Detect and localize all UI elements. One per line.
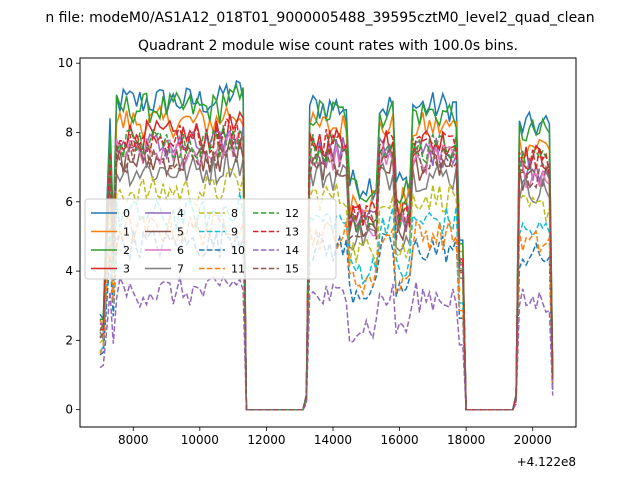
legend-label-12: 12 (285, 207, 299, 220)
legend-label-9: 9 (231, 226, 238, 239)
y-tick-label: 4 (65, 264, 73, 278)
x-offset-label: +4.122e8 (517, 455, 576, 469)
x-tick-label: 16000 (380, 433, 418, 447)
legend-label-15: 15 (285, 263, 299, 276)
chart-suptitle: n file: modeM0/AS1A12_018T01_9000005488_… (45, 10, 594, 26)
x-tick-label: 12000 (247, 433, 285, 447)
y-tick-label: 6 (65, 195, 73, 209)
legend-label-3: 3 (123, 263, 130, 276)
legend-label-6: 6 (177, 244, 184, 257)
y-tick-label: 0 (65, 403, 73, 417)
legend-label-8: 8 (231, 207, 238, 220)
legend-label-4: 4 (177, 207, 184, 220)
legend-label-0: 0 (123, 207, 130, 220)
legend-label-1: 1 (123, 226, 130, 239)
y-tick-label: 8 (65, 125, 73, 139)
x-tick-label: 8000 (118, 433, 149, 447)
x-tick-label: 10000 (181, 433, 219, 447)
axes-frame (79, 57, 577, 428)
y-tick-label: 10 (58, 56, 73, 70)
series-line-15 (99, 133, 554, 411)
plot-area (99, 79, 554, 411)
legend-label-13: 13 (285, 226, 299, 239)
series-line-14 (99, 274, 554, 411)
legend-label-11: 11 (231, 263, 245, 276)
chart-title: Quadrant 2 module wise count rates with … (138, 38, 518, 54)
y-tick-label: 2 (65, 333, 73, 347)
legend-label-5: 5 (177, 226, 184, 239)
legend-label-2: 2 (123, 244, 130, 257)
x-tick-label: 18000 (447, 433, 485, 447)
legend-box (84, 198, 337, 280)
x-tick-label: 20000 (514, 433, 552, 447)
legend-label-14: 14 (285, 244, 299, 257)
axis-ticks: 8000 10000 12000 14000 16000 18000 20000 0 2 4 6 8 1… (58, 56, 552, 447)
series-line-7 (99, 150, 554, 411)
legend-label-10: 10 (231, 244, 245, 257)
x-tick-label: 14000 (314, 433, 352, 447)
legend-label-7: 7 (177, 263, 184, 276)
